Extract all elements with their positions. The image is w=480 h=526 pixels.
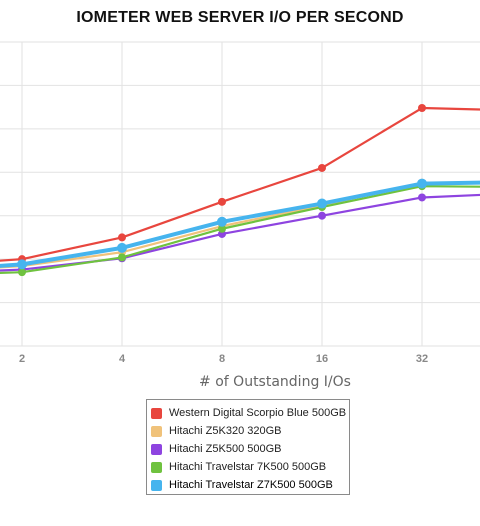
- legend-item[interactable]: Hitachi Z5K320 320GB: [151, 422, 349, 440]
- legend-swatch: [151, 461, 162, 473]
- data-point[interactable]: [17, 259, 27, 270]
- grid: [0, 41, 480, 347]
- x-tick-label: 4: [119, 353, 126, 365]
- chart-title: IOMETER WEB SERVER I/O PER SECOND: [76, 9, 404, 26]
- legend-label: Hitachi Z5K320 320GB: [169, 425, 282, 437]
- series-layer: [0, 104, 480, 277]
- data-point[interactable]: [118, 233, 126, 242]
- legend-item[interactable]: Hitachi Z5K500 500GB: [151, 440, 349, 458]
- data-point[interactable]: [217, 216, 227, 227]
- x-tick-labels: 2 4 8 16 32: [19, 353, 428, 365]
- data-point[interactable]: [418, 193, 426, 202]
- data-point[interactable]: [317, 198, 327, 209]
- legend-swatch: [151, 443, 162, 455]
- data-point[interactable]: [218, 197, 226, 206]
- legend-item[interactable]: Western Digital Scorpio Blue 500GB: [151, 404, 349, 422]
- data-point[interactable]: [218, 224, 226, 233]
- legend-label: Western Digital Scorpio Blue 500GB: [169, 407, 347, 419]
- legend[interactable]: Western Digital Scorpio Blue 500GB Hitach…: [146, 399, 350, 495]
- data-point[interactable]: [318, 211, 326, 220]
- legend-label: Hitachi Travelstar 7K500 500GB: [169, 461, 327, 473]
- legend-item[interactable]: Hitachi Travelstar 7K500 500GB: [151, 458, 349, 476]
- series-1[interactable]: [0, 104, 480, 270]
- legend-swatch: [151, 425, 162, 437]
- line-chart: 2 4 8 16 32 # of Outstanding I/Os: [0, 41, 480, 390]
- legend-item[interactable]: Hitachi Travelstar Z7K500 500GB: [151, 476, 349, 494]
- data-point[interactable]: [318, 163, 326, 172]
- data-point[interactable]: [418, 104, 426, 113]
- data-point[interactable]: [417, 178, 427, 189]
- legend-label: Hitachi Travelstar Z7K500 500GB: [169, 479, 333, 491]
- series-2[interactable]: [0, 178, 480, 276]
- x-tick-label: 32: [416, 353, 428, 365]
- series-5[interactable]: [0, 177, 480, 276]
- legend-swatch: [151, 407, 162, 419]
- data-point[interactable]: [117, 242, 127, 253]
- x-axis-title: # of Outstanding I/Os: [199, 374, 351, 390]
- data-point[interactable]: [18, 268, 26, 277]
- series-line[interactable]: [0, 193, 480, 274]
- legend-label: Hitachi Z5K500 500GB: [169, 443, 282, 455]
- x-tick-label: 2: [19, 353, 25, 365]
- data-point[interactable]: [118, 253, 126, 262]
- legend-swatch: [151, 479, 162, 491]
- x-tick-label: 8: [219, 353, 225, 365]
- x-tick-label: 16: [316, 353, 328, 365]
